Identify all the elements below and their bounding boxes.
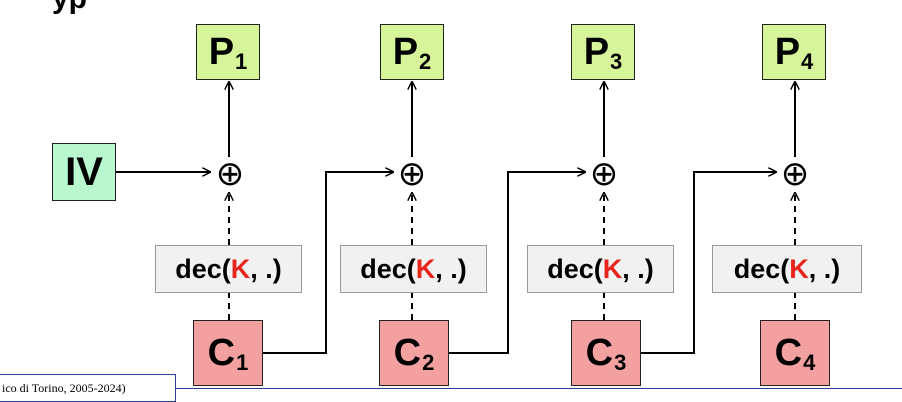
plaintext-index: 2: [419, 49, 432, 74]
decrypt-prefix: dec(: [175, 253, 231, 284]
footer-text: ico di Torino, 2005-2024): [2, 380, 126, 395]
decrypt-box-4: dec(K, .): [712, 245, 862, 293]
plaintext-index: 3: [610, 49, 623, 74]
xor-symbol-3: ⊕: [589, 154, 619, 194]
iv-label: IV: [65, 149, 103, 194]
decrypt-box-2: dec(K, .): [340, 245, 487, 293]
footer-credit: ico di Torino, 2005-2024): [0, 374, 176, 402]
decrypt-box-3: dec(K, .): [527, 245, 674, 293]
plaintext-letter: P: [583, 30, 610, 73]
xor-symbol-1: ⊕: [215, 154, 245, 194]
decrypt-key: K: [602, 253, 623, 284]
decrypt-key: K: [230, 253, 251, 284]
plaintext-index: 1: [235, 49, 248, 74]
decrypt-suffix: , .): [808, 253, 841, 284]
footer-rule: [176, 388, 902, 389]
iv-box: IV: [52, 143, 116, 201]
ciphertext-letter: C: [774, 331, 803, 374]
ciphertext-index: 2: [422, 350, 435, 375]
decrypt-suffix: , .): [622, 253, 654, 284]
decrypt-suffix: , .): [250, 253, 282, 284]
ciphertext-letter: C: [393, 331, 422, 374]
decrypt-suffix: , .): [435, 253, 467, 284]
decrypt-prefix: dec(: [360, 253, 416, 284]
plaintext-letter: P: [392, 30, 419, 73]
xor-symbol-4: ⊕: [780, 154, 810, 194]
title-fragment: yp: [52, 0, 87, 16]
plaintext-letter: P: [208, 30, 235, 73]
decrypt-prefix: dec(: [547, 253, 603, 284]
plaintext-letter: P: [774, 30, 801, 73]
decrypt-key: K: [789, 253, 809, 284]
ciphertext-letter: C: [585, 331, 614, 374]
plaintext-index: 4: [801, 49, 814, 74]
ciphertext-index: 4: [803, 350, 816, 375]
decrypt-key: K: [415, 253, 436, 284]
chain-arrow-3: [641, 172, 776, 354]
ciphertext-index: 3: [614, 350, 627, 375]
ciphertext-index: 1: [236, 350, 249, 375]
decrypt-box-1: dec(K, .): [155, 245, 302, 293]
chain-arrow-1: [263, 172, 393, 354]
decrypt-prefix: dec(: [733, 253, 790, 284]
xor-symbol-2: ⊕: [397, 154, 427, 194]
ciphertext-letter: C: [207, 331, 236, 374]
chain-arrow-2: [449, 172, 585, 354]
